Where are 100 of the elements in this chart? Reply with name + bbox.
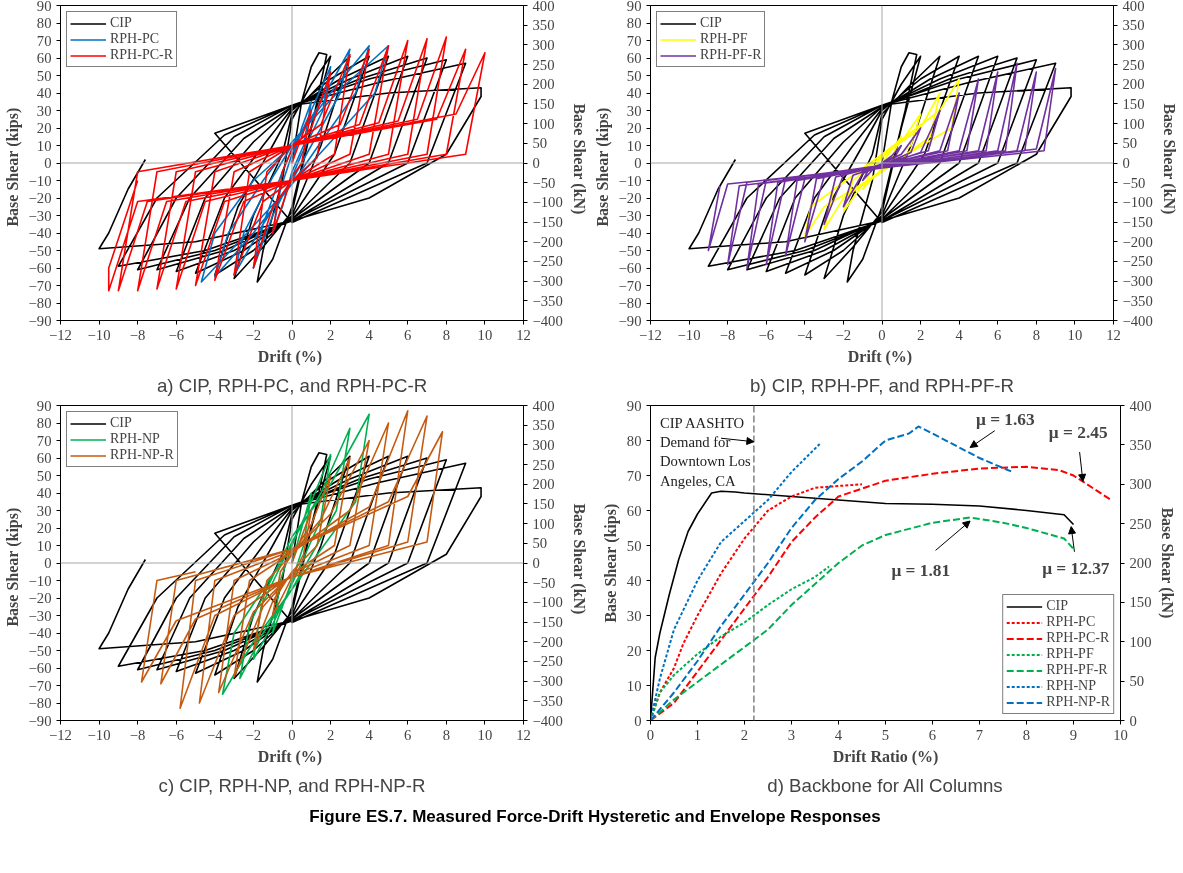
y-axis-title: Base Shear (kips) — [3, 507, 22, 627]
legend-label: RPH-PC — [110, 31, 160, 47]
y2-tick-label: 300 — [1122, 36, 1145, 53]
y2-tick-label: −150 — [532, 214, 563, 231]
y-tick-label: 0 — [634, 712, 642, 729]
y-axis-title: Base Shear (kips) — [3, 107, 22, 227]
x-tick-label: −8 — [129, 326, 146, 343]
y-tick-label: −20 — [28, 590, 52, 606]
x-tick-label: −6 — [758, 326, 775, 343]
y-tick-label: 30 — [626, 102, 642, 119]
x-tick-label: 4 — [955, 326, 964, 343]
y-tick-label: −80 — [618, 295, 642, 311]
x-tick-label: 8 — [1032, 326, 1040, 343]
y-tick-label: −30 — [28, 207, 52, 224]
x-tick-label: 4 — [834, 726, 843, 743]
legend-label: RPH-PC — [1046, 614, 1096, 630]
y-tick-label: 0 — [634, 155, 642, 171]
legend-label: RPH-PF — [700, 31, 748, 47]
y-tick-label: −50 — [618, 242, 642, 259]
y-tick-label: 50 — [626, 67, 642, 84]
legend-label: RPH-PC-R — [110, 47, 174, 63]
legend-label: RPH-PF — [1046, 646, 1094, 662]
y2-tick-label: 350 — [532, 17, 555, 34]
y2-axis-title: Base Shear (kN) — [1159, 103, 1178, 215]
y2-tick-label: −300 — [532, 673, 563, 690]
y-tick-label: 20 — [626, 642, 642, 659]
y-tick-label: −60 — [618, 260, 642, 276]
x-tick-label: 6 — [404, 326, 412, 343]
x-tick-label: 3 — [787, 726, 796, 743]
y-tick-label: 50 — [36, 467, 52, 484]
x-tick-label: −12 — [639, 326, 662, 343]
y-tick-label: −80 — [28, 295, 52, 311]
y2-tick-label: −300 — [532, 273, 563, 290]
x-tick-label: −4 — [207, 726, 224, 743]
legend-label: RPH-PF-R — [700, 47, 762, 63]
y2-axis-title: Base Shear (kN) — [1158, 507, 1177, 619]
x-tick-label: 0 — [288, 326, 296, 343]
y2-tick-label: −200 — [1122, 233, 1153, 250]
y2-tick-label: 250 — [532, 456, 555, 473]
text: a) CIP, RPH-PC, and RPH-PC-R — [156, 374, 428, 396]
y2-tick-label: 350 — [532, 417, 555, 434]
y-tick-label: −10 — [28, 572, 52, 589]
y-tick-label: −40 — [28, 225, 52, 241]
y2-tick-label: 200 — [1129, 555, 1152, 571]
y2-tick-label: 300 — [1129, 476, 1152, 493]
annotation: μ = 12.37 — [1042, 559, 1110, 579]
x-tick-label: 8 — [442, 326, 450, 343]
y-tick-label: −70 — [618, 277, 642, 294]
y2-tick-label: −300 — [1122, 273, 1153, 290]
y-tick-label: 60 — [36, 450, 52, 466]
y2-tick-label: 400 — [1122, 0, 1145, 14]
y2-tick-label: 400 — [532, 397, 555, 414]
x-tick-label: 4 — [365, 726, 374, 743]
y-tick-label: 80 — [36, 15, 52, 31]
x-tick-label: 2 — [326, 726, 335, 743]
legend-label: RPH-NP-R — [110, 447, 174, 463]
text: d) Backbone for All Columns — [767, 774, 1003, 796]
y2-tick-label: 200 — [1122, 76, 1145, 93]
legend-label: CIP — [700, 15, 722, 31]
y2-tick-label: 250 — [1129, 515, 1152, 532]
y2-tick-label: −250 — [532, 653, 563, 670]
x-tick-label: 0 — [288, 726, 296, 743]
legend-label: CIP — [110, 415, 132, 431]
y-tick-label: 0 — [44, 155, 52, 171]
y2-tick-label: 250 — [532, 56, 555, 73]
y-tick-label: 0 — [44, 555, 52, 571]
x-tick-label: 6 — [994, 326, 1002, 343]
x-tick-label: −4 — [797, 326, 814, 343]
y2-tick-label: 100 — [532, 115, 555, 132]
x-tick-label: −6 — [168, 326, 185, 343]
y-tick-label: 90 — [626, 0, 642, 14]
x-tick-label: −6 — [168, 726, 185, 743]
x-tick-label: −12 — [49, 726, 72, 743]
y2-tick-label: −50 — [532, 574, 556, 591]
y-tick-label: 70 — [36, 432, 52, 449]
y-tick-label: −40 — [28, 625, 52, 641]
x-tick-label: −10 — [677, 326, 701, 343]
x-tick-label: −10 — [87, 726, 111, 743]
x-tick-label: 0 — [878, 326, 886, 343]
y-tick-label: 70 — [626, 467, 642, 484]
y2-tick-label: 0 — [1129, 712, 1137, 729]
legend-label: RPH-NP-R — [1046, 694, 1110, 710]
x-tick-label: −8 — [129, 726, 146, 743]
y-tick-label: −60 — [28, 260, 52, 276]
x-tick-label: 12 — [516, 326, 531, 343]
y2-tick-label: −250 — [1122, 253, 1153, 270]
x-tick-label: 10 — [1113, 726, 1128, 743]
y2-tick-label: 150 — [1129, 594, 1152, 611]
x-tick-label: 10 — [477, 326, 493, 343]
x-tick-label: −10 — [87, 326, 111, 343]
x-tick-label: −4 — [207, 326, 224, 343]
legend-label: RPH-NP — [1046, 678, 1096, 694]
y2-tick-label: −400 — [1122, 312, 1153, 329]
y-tick-label: 40 — [626, 85, 642, 101]
y2-tick-label: −200 — [532, 233, 563, 250]
x-tick-label: 2 — [916, 326, 925, 343]
y2-tick-label: 300 — [532, 36, 555, 53]
y2-tick-label: −400 — [532, 312, 563, 329]
y-tick-label: −10 — [28, 172, 52, 189]
y-tick-label: 10 — [626, 677, 642, 694]
